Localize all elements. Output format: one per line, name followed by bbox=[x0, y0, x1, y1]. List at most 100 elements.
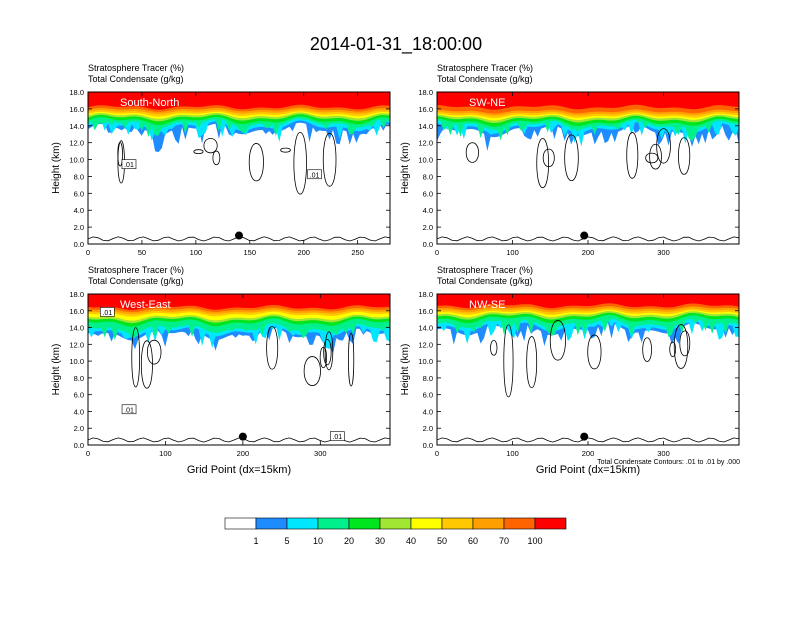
colorbar-label: 60 bbox=[468, 536, 478, 546]
y-tick-label: 4.0 bbox=[74, 407, 84, 416]
x-axis-label: Grid Point (dx=15km) bbox=[187, 464, 291, 476]
colorbar-label: 40 bbox=[406, 536, 416, 546]
contour-label: .01 bbox=[332, 434, 342, 441]
condensate-contour bbox=[319, 346, 328, 369]
contour-label: .01 bbox=[310, 172, 320, 179]
condensate-contour bbox=[645, 152, 659, 164]
contour-label-box bbox=[121, 159, 137, 169]
y-axis-label: Height (km) bbox=[51, 142, 62, 194]
panel-title-line1: Stratosphere Tracer (%) bbox=[437, 63, 533, 73]
condensate-contour bbox=[348, 332, 355, 387]
condensate-contour bbox=[266, 326, 279, 370]
condensate-contour bbox=[465, 142, 479, 163]
condensate-contour bbox=[542, 148, 555, 168]
panels-group: .01 .01 South-North Stratosphere Tracer (%)… bbox=[51, 63, 740, 476]
y-axis-label: Height (km) bbox=[400, 344, 411, 396]
colorbar-swatch bbox=[410, 517, 443, 530]
panel-2: SW-NE Stratosphere Tracer (%)Total Conden… bbox=[400, 63, 740, 257]
y-tick-label: 8.0 bbox=[423, 172, 433, 181]
x-tick-label: 300 bbox=[657, 449, 670, 458]
x-tick-label: 200 bbox=[582, 248, 595, 257]
condensate-contour bbox=[642, 337, 652, 362]
y-tick-label: 2.0 bbox=[423, 223, 433, 232]
colorbar-label: 70 bbox=[499, 536, 509, 546]
condensate-contour bbox=[131, 327, 140, 388]
panel-3: .01 .01 .01 West-East Stratosphere Tracer (%… bbox=[51, 265, 391, 476]
condensate-contour bbox=[212, 150, 221, 166]
contour-label-box bbox=[307, 169, 322, 180]
plot-area: .01 .01 bbox=[88, 92, 390, 244]
y-tick-label: 2.0 bbox=[74, 424, 84, 433]
location-marker bbox=[580, 231, 589, 240]
contour-label: .01 bbox=[102, 310, 112, 317]
colorbar-label: 20 bbox=[344, 536, 354, 546]
panel-title-line2: Total Condensate (g/kg) bbox=[88, 276, 184, 286]
condensate-contour bbox=[564, 134, 579, 182]
condensate-contour bbox=[526, 336, 538, 389]
contour-note: Total Condensate Contours: .01 to .01 by… bbox=[597, 459, 740, 466]
y-tick-label: 2.0 bbox=[74, 223, 84, 232]
location-marker bbox=[235, 231, 243, 240]
contour-label: .01 bbox=[124, 162, 134, 169]
colorbar-swatch bbox=[255, 517, 288, 530]
colorbar-swatch bbox=[534, 517, 567, 530]
condensate-contour bbox=[322, 132, 337, 187]
y-tick-label: 10.0 bbox=[69, 156, 84, 165]
y-tick-label: 18.0 bbox=[418, 88, 433, 97]
condensate-contour bbox=[323, 339, 332, 366]
y-tick-label: 12.0 bbox=[418, 139, 433, 148]
y-tick-label: 8.0 bbox=[423, 374, 433, 383]
contour-label-box bbox=[330, 431, 345, 441]
x-tick-label: 100 bbox=[506, 449, 519, 458]
y-tick-label: 14.0 bbox=[69, 324, 84, 333]
x-tick-label: 300 bbox=[657, 248, 670, 257]
x-tick-label: 0 bbox=[435, 449, 439, 458]
contour-label: .01 bbox=[124, 407, 134, 414]
tracer-band-100pct bbox=[88, 294, 390, 310]
panel-title-line1: Stratosphere Tracer (%) bbox=[437, 265, 533, 275]
panel-frame bbox=[87, 91, 391, 245]
colorbar-swatch bbox=[317, 517, 350, 530]
plot-area bbox=[437, 92, 739, 244]
panel-direction-label: West-East bbox=[120, 299, 171, 311]
x-tick-label: 0 bbox=[435, 248, 439, 257]
y-tick-label: 16.0 bbox=[418, 307, 433, 316]
colorbar-label: 5 bbox=[284, 536, 289, 546]
condensate-contour bbox=[673, 324, 689, 369]
panel-title-line2: Total Condensate (g/kg) bbox=[437, 74, 533, 84]
y-tick-label: 0.0 bbox=[423, 240, 433, 249]
colorbar-label: 100 bbox=[527, 536, 542, 546]
main-title: 2014-01-31_18:00:00 bbox=[310, 34, 482, 55]
location-marker bbox=[580, 432, 589, 441]
condensate-contour bbox=[140, 340, 153, 389]
colorbar-swatch bbox=[224, 517, 257, 530]
condensate-contour bbox=[587, 334, 602, 370]
y-tick-label: 10.0 bbox=[69, 357, 84, 366]
x-tick-label: 150 bbox=[244, 248, 257, 257]
y-tick-label: 4.0 bbox=[423, 206, 433, 215]
panel-4: NW-SE Stratosphere Tracer (%) Total Conden… bbox=[400, 265, 740, 476]
y-tick-label: 14.0 bbox=[418, 324, 433, 333]
condensate-contour bbox=[146, 339, 162, 365]
y-tick-label: 18.0 bbox=[69, 290, 84, 299]
x-tick-label: 100 bbox=[159, 449, 172, 458]
panel-1: .01 .01 South-North Stratosphere Tracer (%)… bbox=[51, 63, 391, 257]
panel-direction-label: South-North bbox=[120, 97, 179, 109]
colorbar-label: 50 bbox=[437, 536, 447, 546]
y-tick-label: 18.0 bbox=[69, 88, 84, 97]
colorbar-label: 30 bbox=[375, 536, 385, 546]
x-tick-label: 200 bbox=[297, 248, 310, 257]
condensate-contour bbox=[490, 340, 498, 356]
tracer-band-100pct bbox=[88, 92, 390, 110]
y-tick-label: 12.0 bbox=[418, 340, 433, 349]
condensate-contour bbox=[626, 132, 639, 179]
y-tick-label: 14.0 bbox=[418, 122, 433, 131]
y-axis-label: Height (km) bbox=[400, 142, 411, 194]
x-tick-label: 0 bbox=[86, 248, 90, 257]
y-tick-label: 6.0 bbox=[423, 391, 433, 400]
panel-direction-label: NW-SE bbox=[469, 299, 505, 311]
colorbar-swatch bbox=[286, 517, 319, 530]
y-tick-label: 10.0 bbox=[418, 156, 433, 165]
colorbar-swatch bbox=[441, 517, 474, 530]
